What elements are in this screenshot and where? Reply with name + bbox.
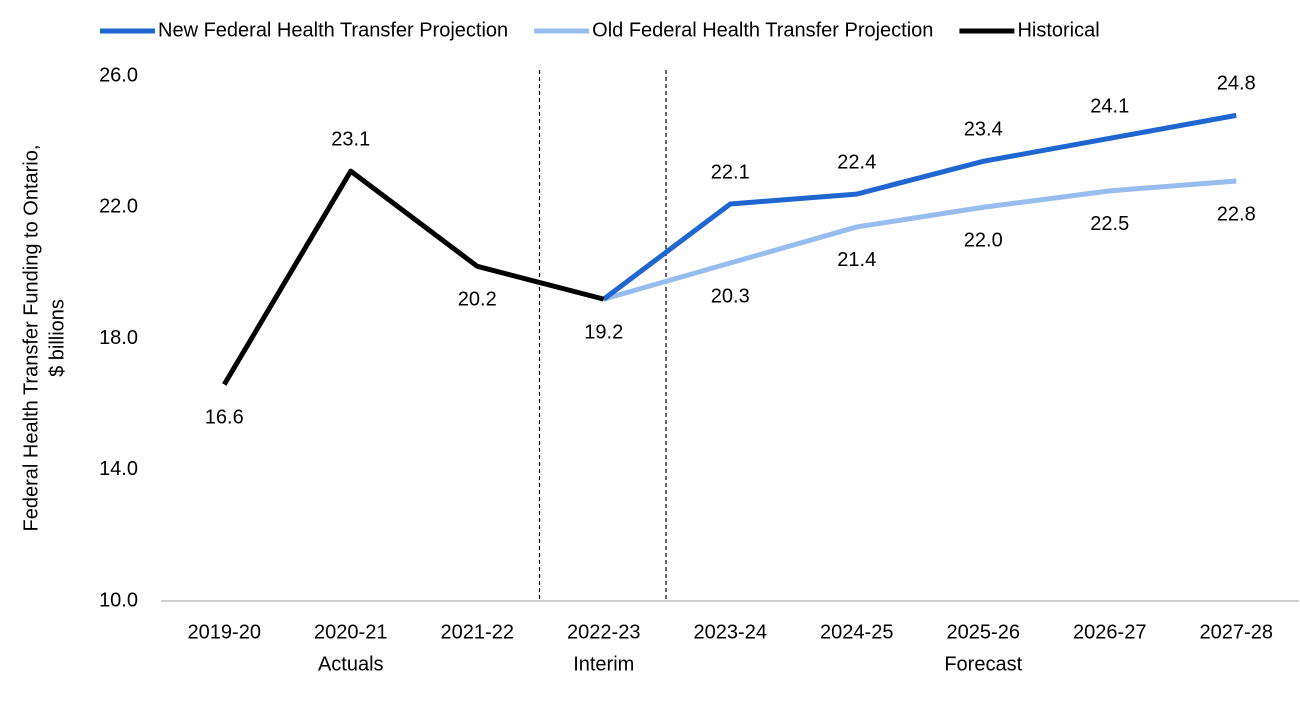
x-tick-label: 2026-27 (1073, 621, 1146, 643)
data-label: 23.4 (964, 119, 1003, 141)
y-axis-label: Federal Health Transfer Funding to Ontar… (20, 145, 42, 532)
x-tick-label: 2020-21 (314, 621, 387, 643)
y-tick-label: 22.0 (99, 196, 138, 218)
series-line (603, 178, 1237, 302)
group-label: Interim (573, 653, 634, 675)
data-label: 22.1 (711, 161, 750, 183)
y-tick-label: 26.0 (99, 64, 138, 86)
data-label: 21.4 (837, 249, 876, 271)
x-tick-label: 2021-22 (441, 621, 514, 643)
x-tick-label: 2023-24 (694, 621, 767, 643)
legend-label: Historical (1017, 19, 1099, 41)
legend-label: Old Federal Health Transfer Projection (592, 19, 933, 41)
data-label: 22.8 (1217, 203, 1256, 225)
x-tick-label: 2027-28 (1200, 621, 1273, 643)
series-line (602, 112, 1237, 302)
data-label: 20.2 (458, 289, 497, 311)
y-tick-label: 14.0 (99, 458, 138, 480)
data-label: 19.2 (584, 321, 623, 343)
data-label: 24.8 (1217, 73, 1256, 95)
data-label: 22.4 (837, 151, 876, 173)
series-line (222, 168, 605, 386)
data-label: 24.1 (1090, 96, 1129, 118)
x-tick-label: 2024-25 (820, 621, 893, 643)
x-tick-label: 2022-23 (567, 621, 640, 643)
data-label: 16.6 (205, 407, 244, 429)
y-axis-label: $ billions (46, 299, 68, 377)
x-tick-label: 2025-26 (947, 621, 1020, 643)
data-label: 22.0 (964, 230, 1003, 252)
data-label: 20.3 (711, 285, 750, 307)
group-label: Forecast (944, 653, 1022, 675)
y-tick-label: 18.0 (99, 327, 138, 349)
data-label: 23.1 (331, 128, 370, 150)
legend-label: New Federal Health Transfer Projection (158, 19, 508, 41)
data-label: 22.5 (1090, 213, 1129, 235)
group-label: Actuals (318, 653, 384, 675)
y-tick-label: 10.0 (99, 589, 138, 611)
x-tick-label: 2019-20 (188, 621, 261, 643)
